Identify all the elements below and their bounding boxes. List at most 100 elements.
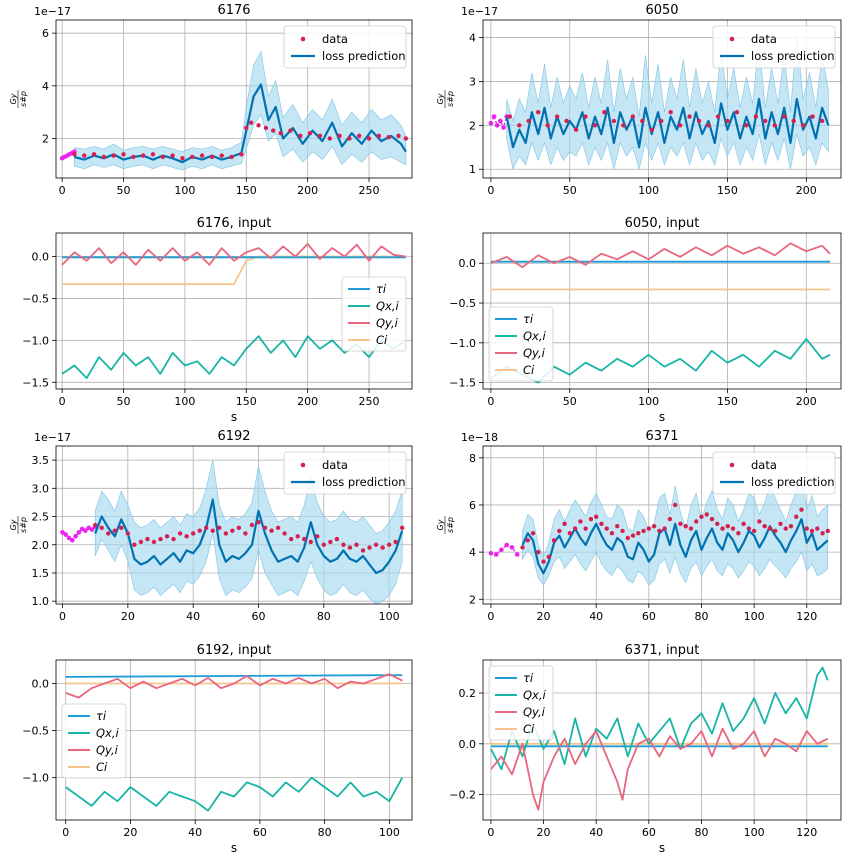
data-point	[184, 534, 189, 539]
data-point	[659, 118, 664, 124]
data-point	[757, 519, 762, 524]
qx-line	[65, 776, 404, 812]
legend-data-label: data	[322, 32, 348, 46]
data-point	[131, 154, 136, 160]
data-point	[190, 531, 196, 536]
data-point	[317, 133, 323, 139]
data-point	[794, 514, 799, 519]
loss-prediction-line	[94, 498, 404, 575]
x-tick-label: 200	[297, 395, 318, 408]
data-point	[298, 133, 303, 139]
x-tick-label: 100	[379, 826, 400, 839]
y-label-denominator: s#p	[19, 517, 28, 533]
y-tick-label: 0.0	[32, 678, 50, 691]
y-tick-label: 3.0	[32, 482, 50, 495]
legend-label: Qx,i	[523, 688, 547, 702]
data-point	[767, 526, 773, 531]
x-tick-label: 40	[186, 610, 200, 623]
legend-box	[283, 451, 407, 495]
x-tick-label: 0	[487, 395, 494, 408]
data-point	[111, 153, 116, 158]
context-series	[488, 542, 520, 557]
x-tick-label: 80	[694, 610, 708, 623]
data-point	[244, 125, 249, 131]
y-multiplier: 1e−17	[461, 5, 498, 18]
data-point	[334, 536, 340, 542]
data-point	[230, 528, 235, 533]
data-point	[99, 525, 104, 531]
data-series	[507, 109, 825, 132]
context-series	[488, 114, 509, 130]
data-point	[640, 118, 645, 124]
data-point	[588, 516, 594, 522]
legend: τi Qx,i Qy,i Ci	[341, 276, 407, 352]
data-point	[546, 554, 552, 560]
legend: τi Qx,i Qy,i Ci	[488, 306, 554, 382]
legend-box	[712, 25, 836, 69]
legend-box	[488, 665, 554, 741]
data-point	[525, 538, 530, 543]
data-point	[725, 118, 730, 124]
legend-label: Qx,i	[523, 329, 547, 343]
data-point	[668, 109, 673, 115]
data-point	[545, 123, 550, 128]
data-point	[678, 521, 683, 527]
chart-title: 6176, input	[197, 216, 272, 231]
data-point	[720, 526, 725, 531]
y-tick-label: 8	[469, 452, 476, 465]
data-point	[696, 118, 702, 124]
y-tick-label: −0.5	[449, 297, 476, 310]
data-point	[788, 523, 794, 529]
data-point	[800, 123, 806, 128]
data-point	[190, 154, 195, 160]
y-axis-label: Gy s#p	[9, 516, 28, 534]
data-point	[269, 528, 274, 533]
y-axis-label: Gy s#p	[436, 90, 455, 108]
y-axis-label: Gy s#p	[9, 90, 28, 108]
data-point	[210, 528, 215, 533]
axes-frame	[55, 659, 413, 821]
data-point	[536, 549, 541, 555]
data-point	[741, 521, 746, 527]
data-point	[573, 127, 579, 132]
x-tick-label: 50	[563, 395, 577, 408]
data-point	[819, 118, 825, 124]
y-tick-label: 3.5	[32, 454, 50, 467]
plot-area	[60, 460, 405, 604]
data-point	[403, 136, 409, 141]
data-point	[736, 531, 741, 536]
y-tick-label: 4	[469, 32, 476, 45]
data-point	[170, 153, 175, 158]
data-point	[164, 534, 170, 539]
axes-frame	[482, 19, 842, 179]
data-point	[611, 118, 617, 124]
y-tick-label: −0.2	[449, 789, 476, 802]
x-tick-label: 60	[253, 826, 267, 839]
x-tick-label: 40	[589, 610, 603, 623]
data-point	[82, 153, 87, 158]
x-tick-label: 150	[717, 184, 738, 197]
data-point	[583, 114, 588, 119]
legend-label: τi	[96, 709, 107, 723]
legend-label: Ci	[376, 333, 388, 347]
plot-area	[59, 50, 409, 171]
context-series	[60, 524, 98, 543]
y-tick-label: 0.2	[459, 687, 477, 700]
data-point	[535, 109, 541, 115]
x-tick-label: 80	[317, 610, 331, 623]
x-axis-label: s	[231, 410, 237, 424]
legend-label: τi	[523, 671, 534, 685]
data-point	[360, 548, 366, 553]
x-tick-label: 0	[487, 610, 494, 623]
x-tick-label: 50	[117, 395, 131, 408]
data-point	[160, 154, 165, 160]
loss-prediction-line	[521, 518, 829, 575]
data-point	[91, 152, 97, 157]
x-tick-label: 60	[251, 610, 265, 623]
y-tick-label: −1.0	[22, 772, 49, 785]
data-point	[620, 528, 625, 534]
qy-line	[490, 242, 831, 269]
data-point	[347, 136, 352, 141]
legend-label: Qy,i	[376, 316, 399, 330]
data-point	[112, 528, 117, 533]
